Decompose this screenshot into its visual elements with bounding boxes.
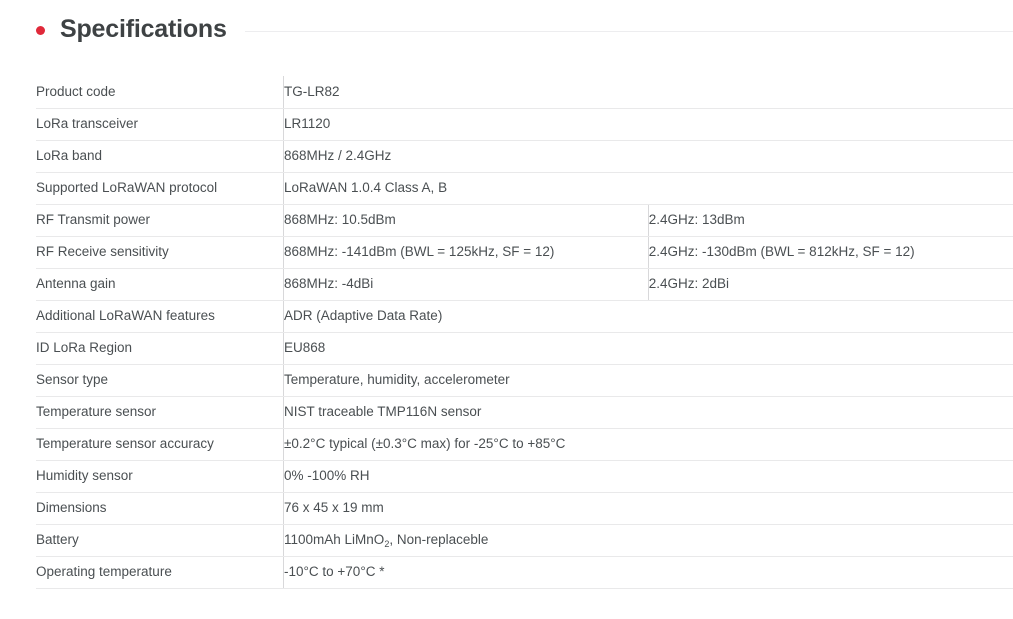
spec-label: RF Transmit power bbox=[36, 204, 284, 237]
spec-value: Temperature, humidity, accelerometer bbox=[283, 364, 1013, 397]
table-row: Additional LoRaWAN features ADR (Adaptive… bbox=[36, 300, 1013, 333]
spec-value-868mhz: 868MHz: -4dBi bbox=[283, 268, 649, 301]
table-row: RF Receive sensitivity 868MHz: -141dBm (B… bbox=[36, 236, 1013, 269]
spec-value: ADR (Adaptive Data Rate) bbox=[283, 300, 1013, 333]
table-row: Sensor type Temperature, humidity, accele… bbox=[36, 364, 1013, 397]
spec-label: Product code bbox=[36, 76, 284, 109]
spec-value: 76 x 45 x 19 mm bbox=[283, 492, 1013, 525]
spec-label: ID LoRa Region bbox=[36, 332, 284, 365]
spec-value-24ghz: 2.4GHz: 13dBm bbox=[647, 204, 1013, 237]
table-row: Supported LoRaWAN protocol LoRaWAN 1.0.4 … bbox=[36, 172, 1013, 205]
spec-value: 868MHz / 2.4GHz bbox=[283, 140, 1013, 173]
spec-label: Humidity sensor bbox=[36, 460, 284, 493]
specifications-table: Product code TG-LR82 LoRa transceiver LR112… bbox=[36, 76, 1013, 589]
spec-label: LoRa transceiver bbox=[36, 108, 284, 141]
page-title: Specifications bbox=[60, 14, 227, 43]
spec-value-24ghz: 2.4GHz: -130dBm (BWL = 812kHz, SF = 12) bbox=[647, 236, 1013, 269]
table-row: LoRa transceiver LR1120 bbox=[36, 108, 1013, 141]
spec-value: LR1120 bbox=[283, 108, 1013, 141]
header-divider bbox=[244, 30, 1013, 32]
table-row: Product code TG-LR82 bbox=[36, 76, 1013, 109]
table-row: Humidity sensor 0% -100% RH bbox=[36, 460, 1013, 493]
spec-label: RF Receive sensitivity bbox=[36, 236, 284, 269]
spec-label: Antenna gain bbox=[36, 268, 284, 301]
specifications-table-container: Product code TG-LR82 LoRa transceiver LR112… bbox=[0, 76, 1013, 589]
spec-value-868mhz: 868MHz: 10.5dBm bbox=[283, 204, 649, 237]
table-row: Temperature sensor NIST traceable TMP116N… bbox=[36, 396, 1013, 429]
spec-value: 0% -100% RH bbox=[283, 460, 1013, 493]
section-header: Specifications bbox=[0, 0, 1013, 58]
table-row: Antenna gain 868MHz: -4dBi 2.4GHz: 2dBi bbox=[36, 268, 1013, 301]
spec-label: Additional LoRaWAN features bbox=[36, 300, 284, 333]
spec-label: LoRa band bbox=[36, 140, 284, 173]
spec-label: Temperature sensor bbox=[36, 396, 284, 429]
spec-value: ±0.2°C typical (±0.3°C max) for -25°C to… bbox=[283, 428, 1013, 461]
spec-value: LoRaWAN 1.0.4 Class A, B bbox=[283, 172, 1013, 205]
spec-value: TG-LR82 bbox=[283, 76, 1013, 109]
spec-value-868mhz: 868MHz: -141dBm (BWL = 125kHz, SF = 12) bbox=[283, 236, 649, 269]
table-row: Dimensions 76 x 45 x 19 mm bbox=[36, 492, 1013, 525]
spec-label: Dimensions bbox=[36, 492, 284, 525]
spec-value: EU868 bbox=[283, 332, 1013, 365]
spec-label: Temperature sensor accuracy bbox=[36, 428, 284, 461]
spec-value-24ghz: 2.4GHz: 2dBi bbox=[647, 268, 1013, 301]
spec-label: Operating temperature bbox=[36, 556, 284, 589]
table-row: RF Transmit power 868MHz: 10.5dBm 2.4GHz: … bbox=[36, 204, 1013, 237]
subscript: 2 bbox=[384, 538, 390, 549]
spec-value: NIST traceable TMP116N sensor bbox=[283, 396, 1013, 429]
spec-value: 1100mAh LiMnO2, Non-replaceble bbox=[283, 524, 1013, 557]
table-row: LoRa band 868MHz / 2.4GHz bbox=[36, 140, 1013, 173]
table-row: Battery 1100mAh LiMnO2, Non-replaceble bbox=[36, 524, 1013, 557]
bullet-icon bbox=[36, 26, 45, 35]
spec-label: Supported LoRaWAN protocol bbox=[36, 172, 284, 205]
spec-label: Sensor type bbox=[36, 364, 284, 397]
table-row: Operating temperature -10°C to +70°C * bbox=[36, 556, 1013, 589]
spec-value: -10°C to +70°C * bbox=[283, 556, 1013, 589]
specifications-table-body: Product code TG-LR82 LoRa transceiver LR112… bbox=[36, 76, 1013, 589]
spec-label: Battery bbox=[36, 524, 284, 557]
table-row: Temperature sensor accuracy ±0.2°C typica… bbox=[36, 428, 1013, 461]
table-row: ID LoRa Region EU868 bbox=[36, 332, 1013, 365]
